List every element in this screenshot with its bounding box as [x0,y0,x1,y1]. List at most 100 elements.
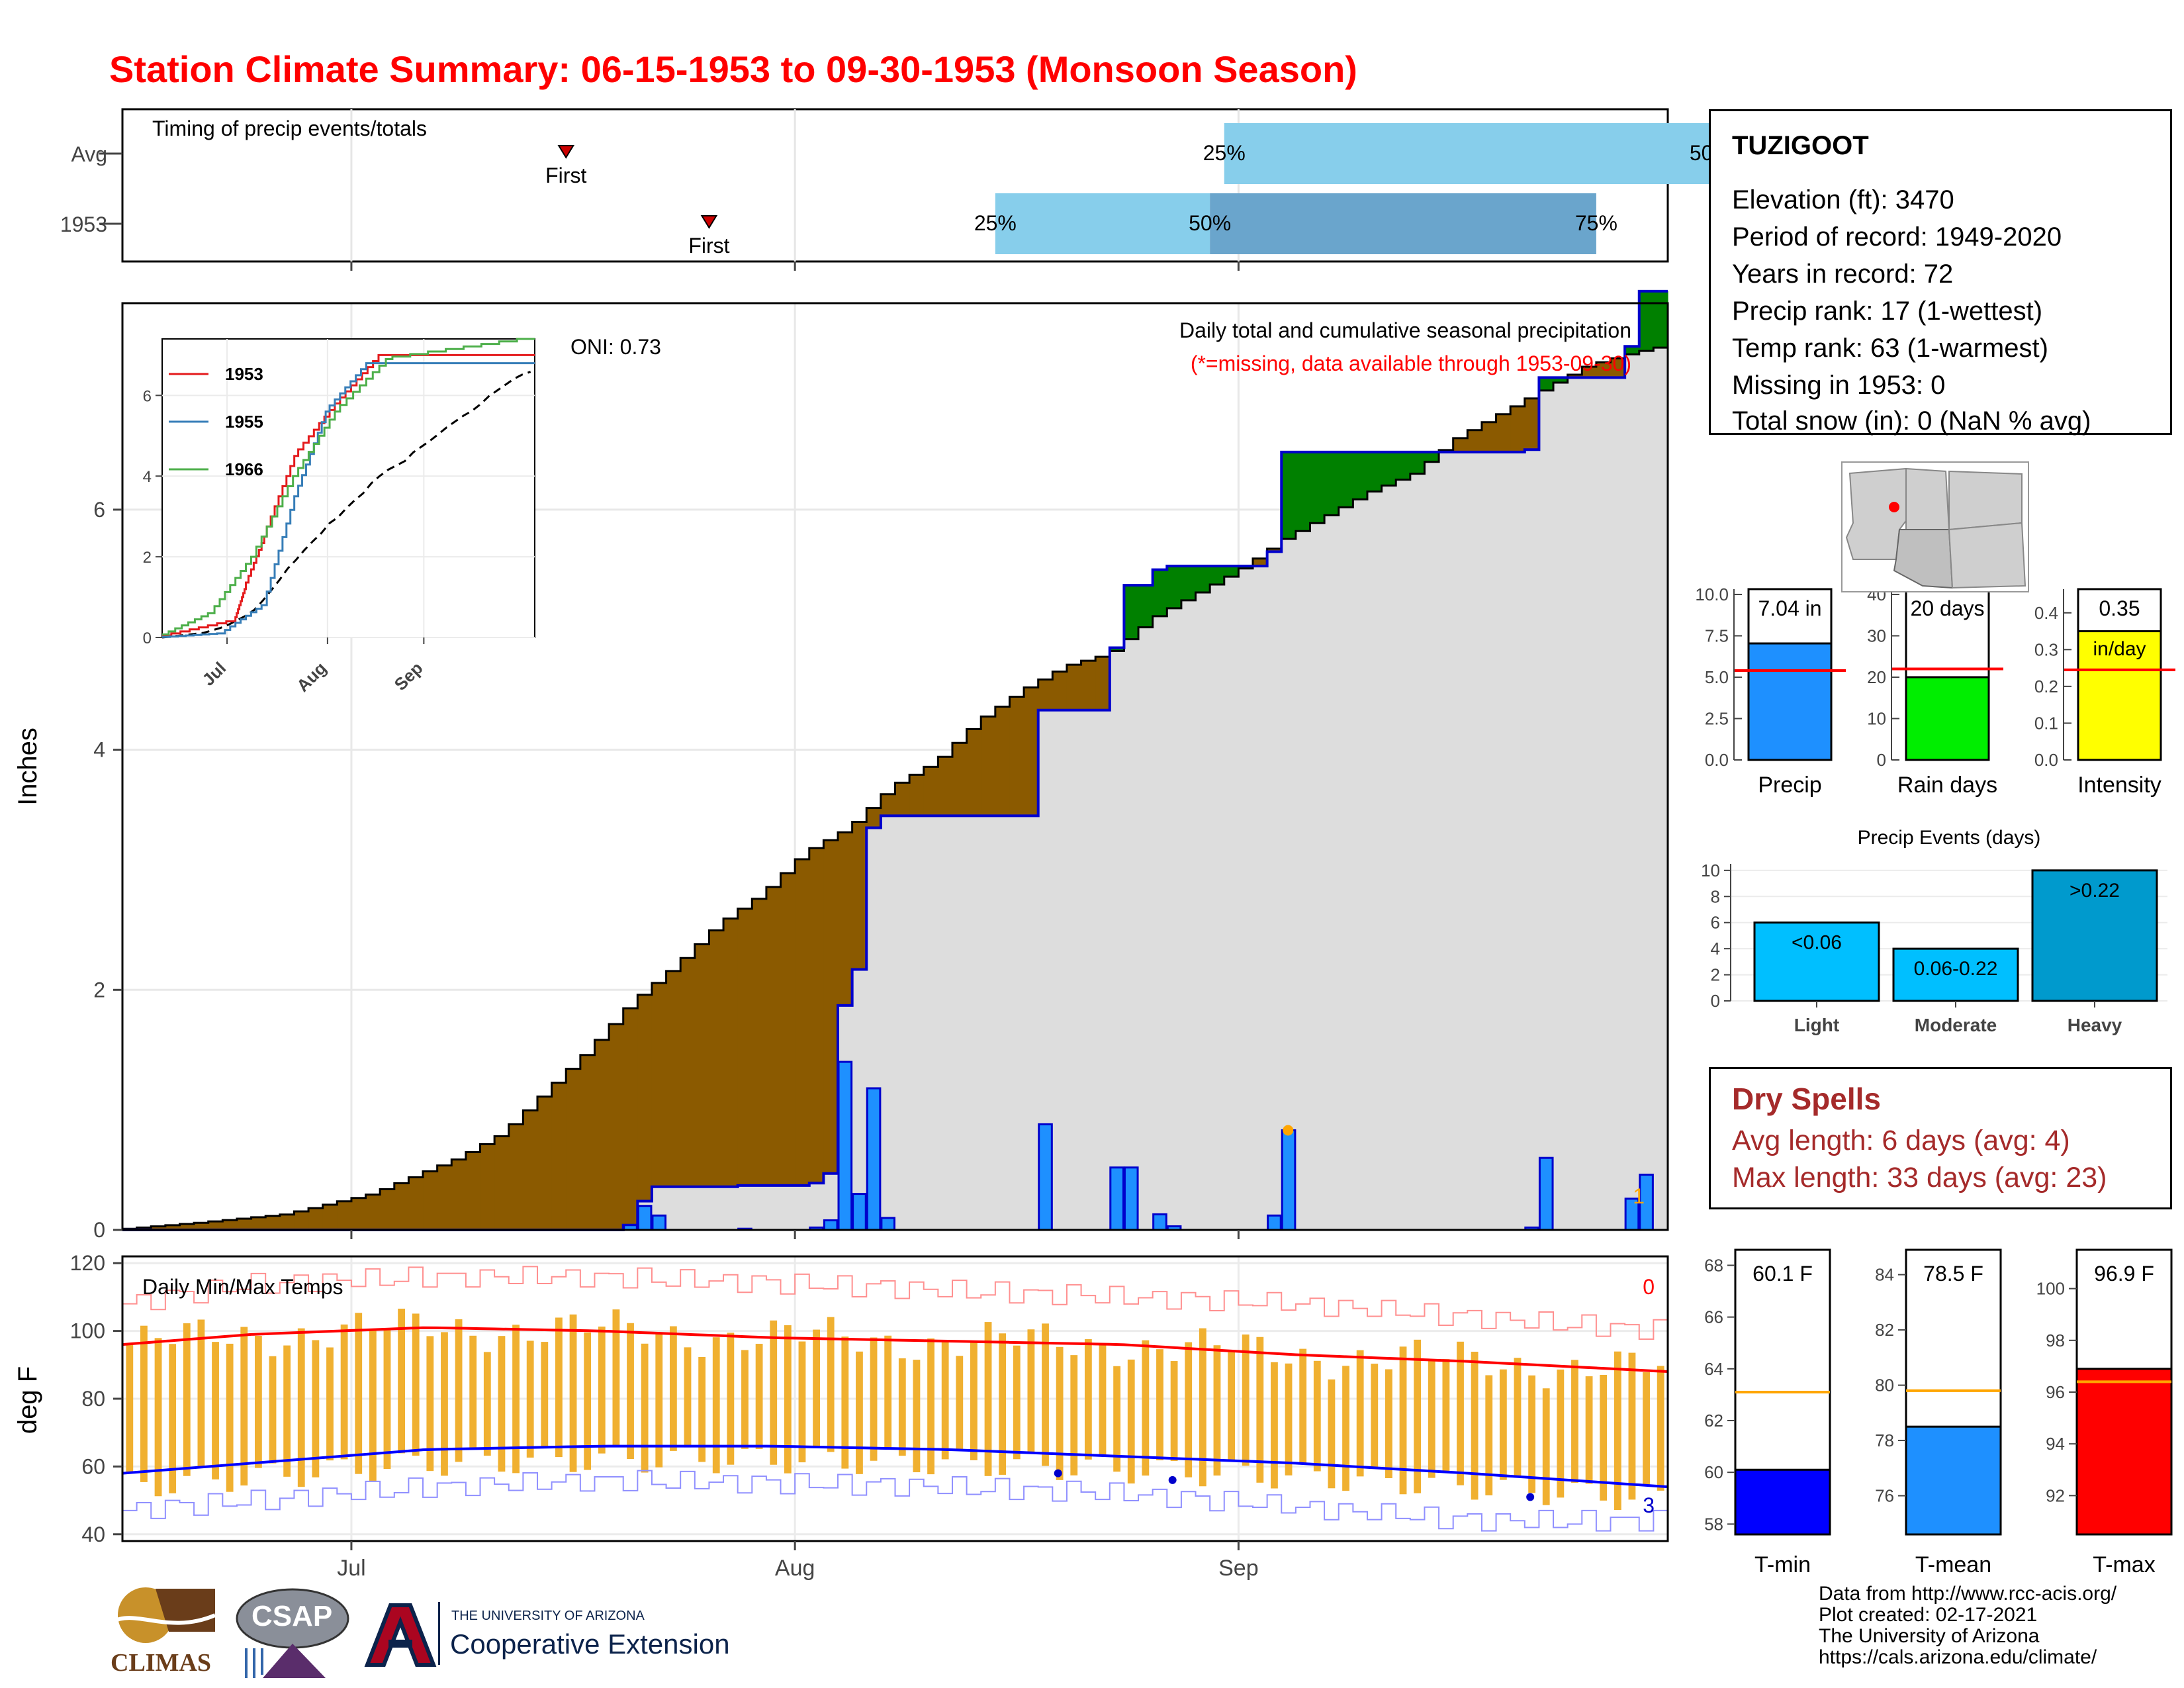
intensity-tick-label: 0.4 [2034,603,2058,623]
daily-temp-range-bar [1571,1360,1578,1483]
timing-bar-25-50 [995,193,1210,254]
deficit-area-segment [1066,665,1082,710]
daily-precip-bar [866,1087,882,1231]
dry-spells-max: Max length: 33 days (avg: 23) [1732,1162,2107,1194]
deficit-area-segment [866,808,882,828]
deficit-area-segment [1510,406,1525,452]
deficit-area-segment [1467,430,1482,452]
deficit-area-segment [637,994,653,1201]
surplus-area-segment [1653,291,1668,348]
deficit-area-segment [1481,422,1497,452]
deficit-area-segment [1095,657,1111,710]
station-temp-rank: Temp rank: 63 (1-warmest) [1732,334,2048,363]
dry-spells-avg: Avg length: 6 days (avg: 4) [1732,1125,2070,1156]
timing-first-marker [700,215,718,229]
surplus-area-segment [1367,451,1383,492]
daily-precip-bar [880,1217,896,1231]
intensity-tick-label: 0.0 [2034,750,2058,770]
deficit-area-segment [651,982,667,1187]
temp-x-tick-label: Aug [775,1556,815,1581]
timing-title: Timing of precip events/totals [152,117,427,140]
daily-precip-bar [637,1205,653,1231]
inset-y-tick-label: 2 [143,549,152,567]
inset-legend-label: 1966 [225,459,263,479]
daily-temp-range-bar [326,1347,334,1461]
deficit-area-segment [694,944,710,1187]
daily-precip-bar [1123,1166,1139,1231]
surplus-area-segment [1152,569,1167,616]
ua-block-a [364,1603,437,1667]
daily-temp-range-bar [1557,1369,1565,1498]
deficit-area-segment [523,1110,538,1230]
precip-tick-label: 10.0 [1695,585,1729,604]
daily-temp-range-bar [1600,1374,1608,1501]
daily-temp-range-bar [455,1319,463,1462]
daily-temp-range-bar [1185,1342,1193,1477]
daily-temp-range-bar [512,1325,520,1474]
daily-precip-bar [837,1060,853,1231]
tmean-tick-label: 82 [1875,1320,1894,1340]
record-low-marker [1526,1493,1535,1501]
deficit-area-segment [1038,679,1053,710]
inset-y-tick-label: 6 [143,387,152,405]
daily-temp-range-bar [1013,1345,1021,1460]
surplus-area-segment [1639,291,1654,352]
daily-temp-range-bar [970,1342,978,1460]
credit-line: The University of Arizona [1819,1625,2040,1647]
precip-tick-label: 0.0 [1705,750,1729,770]
tmax-value-label: 96.9 F [2094,1262,2154,1286]
daily-temp-range-bar [212,1342,219,1479]
avg-tmin-line [122,1444,1668,1489]
deficit-area-segment [609,1024,624,1230]
deficit-area-segment [580,1055,596,1230]
deficit-area-segment [737,908,752,1186]
daily-temp-range-bar [669,1326,677,1451]
precip-y-axis-label: Inches [13,727,42,806]
map-state-colorado [1948,470,2023,531]
daily-temp-range-bar [1228,1352,1235,1462]
climas-logo: CLIMAS [109,1582,218,1681]
ua-line1: THE UNIVERSITY OF ARIZONA [451,1609,645,1623]
precip-tick-label: 5.0 [1705,667,1729,687]
daily-temp-range-bar [1428,1359,1435,1478]
surplus-area-segment [1210,566,1225,585]
daily-temp-range-bar [1084,1339,1092,1460]
deficit-area-segment [995,706,1011,816]
credits: Data from http://www.rcc-acis.org/Plot c… [1819,1583,2116,1668]
deficit-area-segment [451,1159,467,1230]
deficit-area-segment [823,840,839,1174]
inset-legend-label: 1953 [225,364,263,384]
daily-temp-range-bar [1042,1323,1049,1466]
climas-logo-wave [111,1613,216,1625]
daily-temp-range-bar [369,1329,377,1481]
map-state-new-mexico [1948,522,2026,589]
daily-temp-range-bar [741,1350,749,1449]
rain-days-tick-label: 20 [1867,667,1886,687]
tmin-tick-label: 60 [1704,1462,1723,1482]
csap-mountain [263,1644,326,1678]
intensity-tick-label: 0.1 [2034,713,2058,733]
events-y-tick-label: 8 [1711,886,1720,906]
ua-divider [438,1602,440,1665]
deficit-area-segment [194,1223,209,1230]
daily-temp-range-bar [555,1317,563,1458]
daily-precip-bar [651,1214,667,1231]
daily-temp-range-bar [1485,1375,1493,1495]
daily-temp-range-bar [770,1320,778,1465]
daily-temp-range-bar [1299,1348,1307,1464]
surplus-area-segment [1324,451,1340,516]
tmean-tick-label: 80 [1875,1376,1894,1395]
deficit-area-segment [322,1204,338,1230]
daily-temp-range-bar [1027,1329,1035,1453]
daily-precip-bar [852,1193,867,1231]
deficit-area-segment [623,1008,638,1225]
daily-temp-range-bar [183,1323,191,1476]
station-location-marker [1889,502,1899,512]
daily-precip-bar [1038,1123,1053,1231]
surplus-area-segment [1281,451,1297,539]
intensity-value-label: 0.35 [2099,596,2140,620]
daily-temp-range-bar [1070,1355,1078,1476]
daily-temp-range-bar [1471,1352,1479,1500]
daily-temp-range-bar [412,1313,420,1456]
